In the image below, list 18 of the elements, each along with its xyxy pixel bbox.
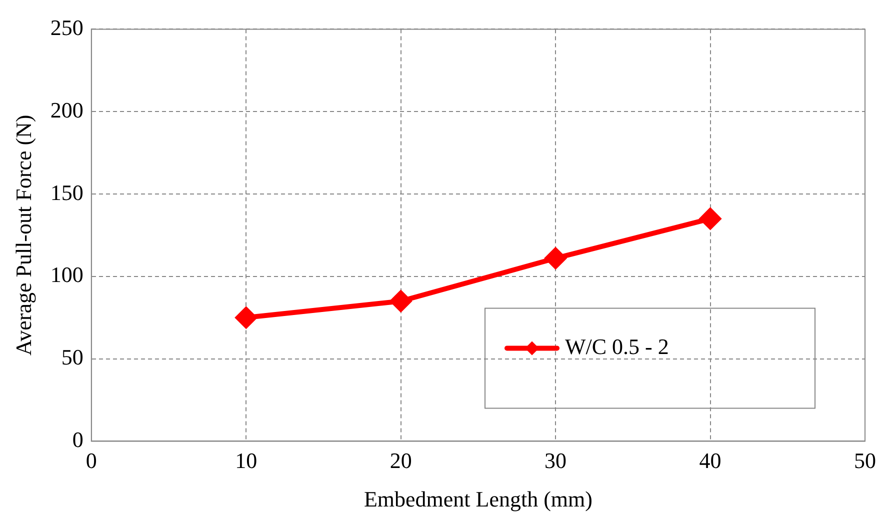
x-tick-label: 10 bbox=[235, 448, 258, 474]
legend-label: W/C 0.5 - 2 bbox=[565, 334, 669, 359]
y-axis-title: Average Pull-out Force (N) bbox=[10, 114, 36, 356]
y-tick-label: 0 bbox=[72, 426, 84, 452]
y-tick-label: 250 bbox=[50, 14, 84, 40]
y-tick-label: 200 bbox=[50, 97, 84, 122]
point bbox=[545, 248, 566, 269]
point bbox=[700, 208, 721, 230]
y-tick-label: 100 bbox=[50, 262, 84, 288]
x-tick-label: 40 bbox=[699, 448, 722, 474]
x-tick-label: 30 bbox=[544, 448, 567, 474]
x-tick-label: 50 bbox=[854, 448, 876, 474]
x-axis-title: Embedment Length (mm) bbox=[364, 486, 592, 512]
y-tick-label: 150 bbox=[50, 180, 84, 205]
point bbox=[390, 290, 412, 312]
point bbox=[236, 307, 257, 328]
x-tick-label: 20 bbox=[390, 448, 412, 474]
y-tick-label: 50 bbox=[61, 344, 84, 370]
